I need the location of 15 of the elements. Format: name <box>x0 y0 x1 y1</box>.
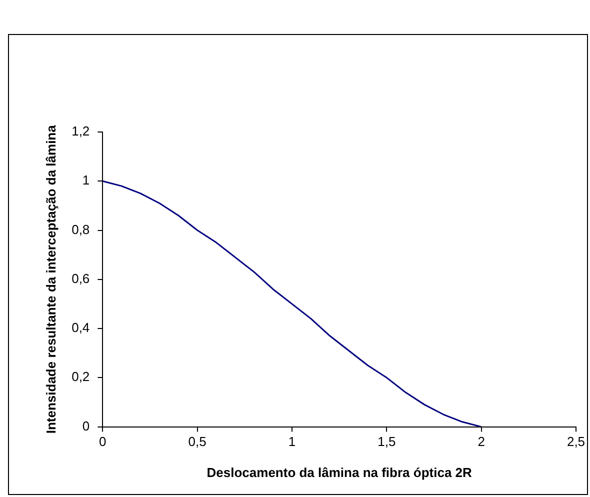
x-tick-label: 1 <box>288 434 296 450</box>
x-tick-label: 1,5 <box>378 434 396 450</box>
y-tick-label: 1,2 <box>72 124 90 139</box>
x-tick-label: 0,5 <box>188 434 206 450</box>
y-tick-label: 0,2 <box>72 369 90 384</box>
y-tick-label: 0,6 <box>72 270 90 286</box>
y-tick-label: 0,8 <box>72 222 90 237</box>
y-tick-label: 0 <box>82 418 90 434</box>
x-tick-label: 2,5 <box>566 434 586 450</box>
x-axis-title: Deslocamento da lâmina na fibra óptica 2R <box>206 464 473 480</box>
y-tick-label: 1 <box>82 172 90 188</box>
y-tick-label: 0,4 <box>72 320 90 336</box>
x-tick-label: 0 <box>99 434 106 450</box>
x-tick-label: 2 <box>478 434 485 450</box>
y-axis-title: Intensidade resultante da interceptação da lâmina <box>43 124 58 434</box>
